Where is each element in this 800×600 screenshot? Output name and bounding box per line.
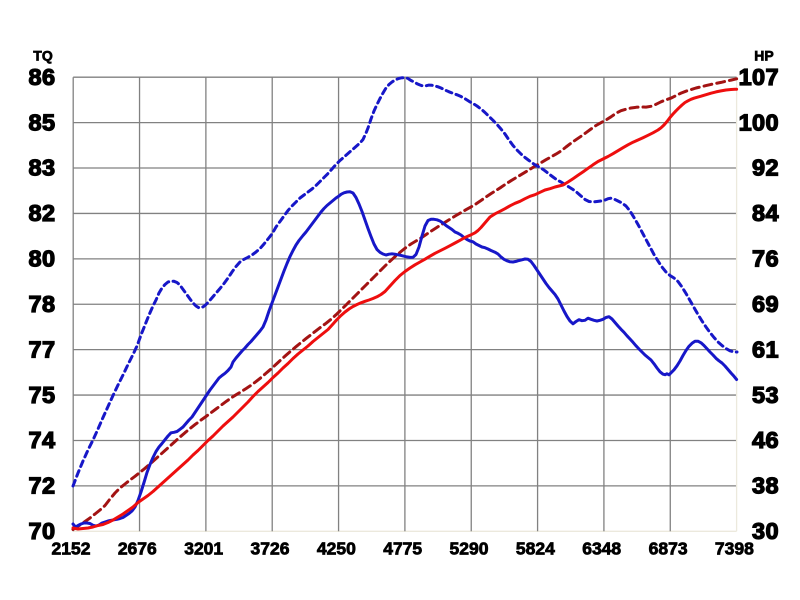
- svg-text:46: 46: [752, 427, 779, 453]
- svg-text:6348: 6348: [582, 539, 621, 559]
- svg-text:69: 69: [752, 291, 779, 317]
- svg-text:107: 107: [739, 64, 779, 90]
- svg-text:92: 92: [752, 155, 779, 181]
- svg-text:4775: 4775: [383, 539, 422, 559]
- svg-text:53: 53: [752, 382, 779, 408]
- svg-text:75: 75: [29, 382, 56, 408]
- svg-text:76: 76: [752, 246, 779, 272]
- svg-text:70: 70: [29, 518, 56, 544]
- svg-text:78: 78: [29, 291, 56, 317]
- svg-text:82: 82: [29, 200, 56, 226]
- svg-text:3201: 3201: [184, 539, 223, 559]
- svg-text:3726: 3726: [251, 539, 290, 559]
- svg-text:4250: 4250: [317, 539, 356, 559]
- svg-text:7398: 7398: [715, 539, 754, 559]
- svg-text:86: 86: [29, 64, 56, 90]
- svg-text:TQ: TQ: [33, 48, 53, 64]
- svg-text:38: 38: [752, 473, 779, 499]
- svg-text:72: 72: [29, 473, 56, 499]
- svg-text:83: 83: [29, 155, 56, 181]
- svg-text:85: 85: [29, 109, 56, 135]
- svg-text:84: 84: [752, 200, 779, 226]
- svg-text:77: 77: [29, 336, 56, 362]
- svg-text:2152: 2152: [52, 539, 91, 559]
- svg-text:5824: 5824: [516, 539, 555, 559]
- svg-text:80: 80: [29, 246, 56, 272]
- svg-text:74: 74: [29, 427, 56, 453]
- svg-text:2676: 2676: [118, 539, 157, 559]
- svg-text:5290: 5290: [450, 539, 489, 559]
- svg-text:100: 100: [739, 109, 779, 135]
- svg-text:HP: HP: [754, 48, 773, 64]
- svg-text:61: 61: [752, 336, 779, 362]
- svg-text:30: 30: [752, 518, 779, 544]
- svg-text:6873: 6873: [649, 539, 688, 559]
